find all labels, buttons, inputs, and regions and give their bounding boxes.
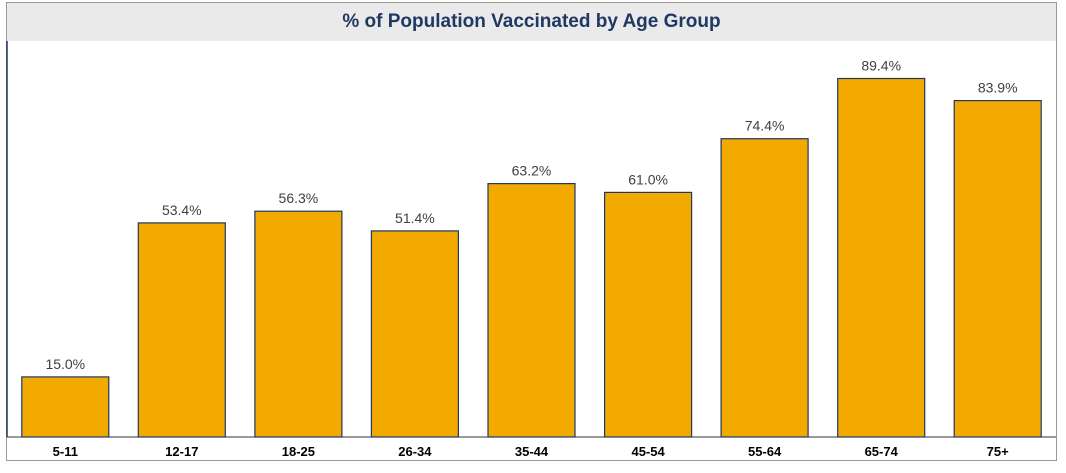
bar-12-17: [137, 222, 226, 438]
category-label-12-17: 12-17: [165, 444, 198, 459]
bar-26-34: [370, 230, 459, 438]
category-label-75+: 75+: [987, 444, 1009, 459]
chart-title: % of Population Vaccinated by Age Group: [342, 11, 721, 32]
bar-45-54: [603, 191, 693, 438]
bar-18-25: [254, 210, 343, 438]
category-label-45-54: 45-54: [631, 444, 665, 459]
category-label-26-34: 26-34: [398, 444, 432, 459]
title-bar: % of Population Vaccinated by Age Group: [7, 3, 1056, 41]
bar-65-74: [837, 77, 926, 438]
category-label-35-44: 35-44: [515, 444, 549, 459]
value-label-45-54: 61.0%: [628, 171, 668, 187]
value-label-55-64: 74.4%: [745, 118, 785, 134]
category-label-65-74: 65-74: [865, 444, 899, 459]
category-label-5-11: 5-11: [53, 444, 78, 459]
value-label-65-74: 89.4%: [861, 58, 901, 74]
bar-5-11: [21, 376, 110, 438]
value-label-12-17: 53.4%: [162, 202, 202, 218]
bar-55-64: [720, 138, 809, 438]
category-label-18-25: 18-25: [282, 444, 315, 459]
bar-75+: [953, 99, 1042, 438]
bar-35-44: [487, 183, 576, 438]
value-label-26-34: 51.4%: [395, 210, 435, 226]
value-label-18-25: 56.3%: [279, 190, 319, 206]
value-label-5-11: 15.0%: [45, 356, 85, 372]
category-label-55-64: 55-64: [748, 444, 782, 459]
value-label-75+: 83.9%: [978, 80, 1018, 96]
value-label-35-44: 63.2%: [512, 163, 552, 179]
